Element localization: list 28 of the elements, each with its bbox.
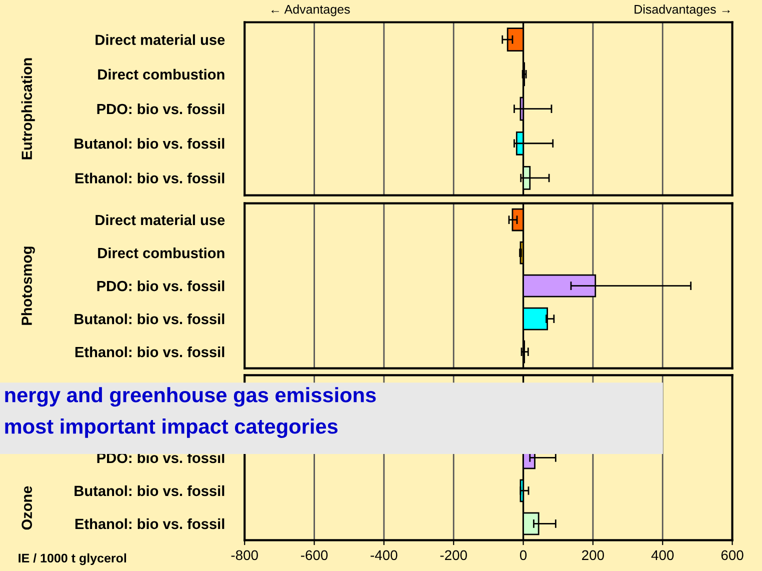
x-tick-label: -400 (370, 550, 398, 560)
y-tick-label: PDO: bio vs. fossil (97, 280, 224, 292)
y-tick-label: Direct material use (96, 34, 225, 45)
x-tick-label: -600 (300, 550, 328, 560)
y-tick-label: PDO: bio vs. fossil (97, 103, 224, 114)
x-tick-label: 600 (721, 550, 744, 560)
y-tick-label: Direct material use (96, 214, 225, 226)
annotation: nergy and greenhouse gas emissions (5, 387, 376, 407)
y-tick-label: Ethanol: bio vs. fossil (75, 518, 224, 530)
x-axis-title: IE / 1000 t glycerol (18, 553, 126, 566)
y-tick-label: Butanol: bio vs. fossil (74, 138, 224, 149)
x-tick-label: -800 (231, 550, 258, 560)
y-tick-label: Butanol: bio vs. fossil (74, 485, 224, 496)
y-axis-title: Eutrophication (21, 58, 35, 160)
text: ← Advantages (272, 4, 350, 16)
y-tick-label: Direct combustion (98, 248, 224, 258)
annotation: most important impact categories (5, 418, 338, 438)
y-axis-title: Photosmog (21, 246, 35, 325)
text: Disadvantages → (634, 4, 730, 16)
y-tick-label: Direct combustion (98, 68, 224, 80)
x-tick-label: 400 (651, 550, 674, 560)
y-tick-label: Butanol: bio vs. fossil (74, 314, 224, 324)
x-tick-label: 200 (582, 550, 604, 560)
y-tick-label: Ethanol: bio vs. fossil (75, 346, 224, 358)
y-axis-title: Ozone (22, 486, 32, 530)
x-tick-label: 0 (520, 550, 527, 560)
x-tick-label: -200 (440, 550, 467, 560)
y-tick-label: Ethanol: bio vs. fossil (75, 172, 224, 184)
